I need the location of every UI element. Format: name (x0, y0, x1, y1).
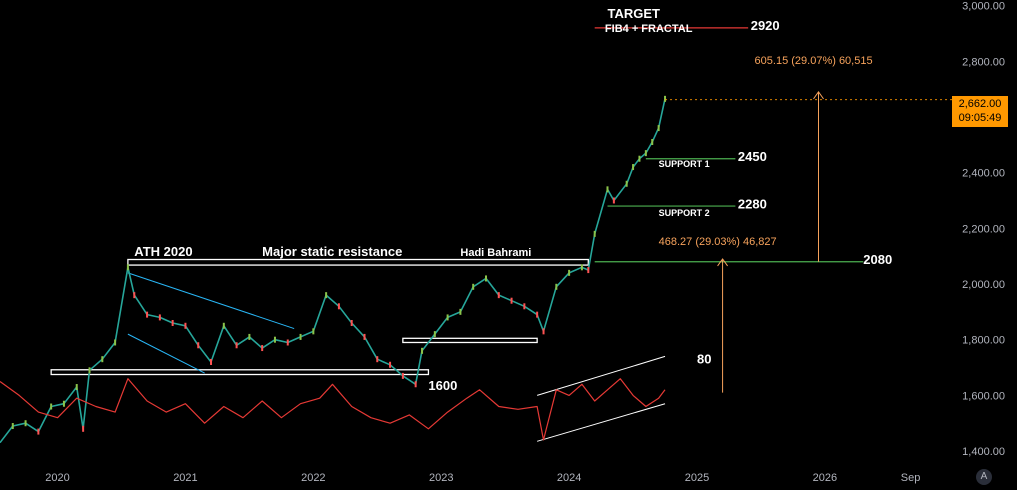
trendline (127, 272, 295, 330)
zone-box (50, 369, 430, 376)
x-tick-label: 2020 (45, 472, 69, 484)
y-tick-label: 1,400.00 (962, 446, 1005, 458)
bar-countdown: 09:05:49 (958, 112, 1002, 124)
trendline (537, 403, 666, 442)
x-tick-label: 2025 (685, 472, 709, 484)
y-tick-label: 2,800.00 (962, 56, 1005, 68)
chart-annotation: 2080 (863, 252, 892, 267)
last-price-value: 2,662.00 (958, 98, 1002, 110)
x-tick-label: Sep (901, 472, 921, 484)
x-tick-label: 2024 (557, 472, 581, 484)
measure-arrow-head (813, 91, 824, 100)
chart-annotation: SUPPORT 2 (659, 208, 710, 218)
y-tick-label: 2,000.00 (962, 279, 1005, 291)
measure-arrow-head (717, 258, 728, 267)
y-tick-label: 3,000.00 (962, 1, 1005, 13)
chart-annotation: 2920 (751, 18, 780, 33)
zone-box (402, 337, 538, 344)
chart-annotation: ATH 2020 (134, 244, 192, 259)
chart-annotation: Major static resistance (262, 244, 402, 259)
x-tick-label: 2023 (429, 472, 453, 484)
price-series-line (0, 98, 666, 444)
chart-annotation: Hadi Bahrami (460, 247, 531, 259)
chart-annotation: 605.15 (29.07%) 60,515 (755, 55, 873, 67)
y-tick-label: 1,800.00 (962, 335, 1005, 347)
x-tick-label: 2021 (173, 472, 197, 484)
auto-scale-button[interactable]: A (976, 469, 992, 485)
chart-annotation: 1600 (428, 378, 457, 393)
x-tick-label: 2026 (813, 472, 837, 484)
chart-annotation: TARGET (607, 6, 660, 21)
x-tick-label: 2022 (301, 472, 325, 484)
y-tick-label: 2,400.00 (962, 168, 1005, 180)
y-tick-label: 1,600.00 (962, 390, 1005, 402)
indicator-series-line (0, 378, 666, 441)
zone-box (127, 258, 589, 266)
chart-annotation: 2280 (738, 196, 767, 211)
trendline (536, 355, 666, 396)
chart-annotation: 80 (697, 351, 711, 366)
chart-annotation: SUPPORT 1 (659, 159, 710, 169)
chart-annotation: 2450 (738, 149, 767, 164)
last-price-tag: 2,662.00 09:05:49 (952, 96, 1008, 127)
y-tick-label: 2,200.00 (962, 223, 1005, 235)
chart-annotation: 468.27 (29.03%) 46,827 (659, 236, 777, 248)
chart-annotation: FIB4 + FRACTAL (605, 23, 693, 35)
trendline (127, 333, 205, 374)
